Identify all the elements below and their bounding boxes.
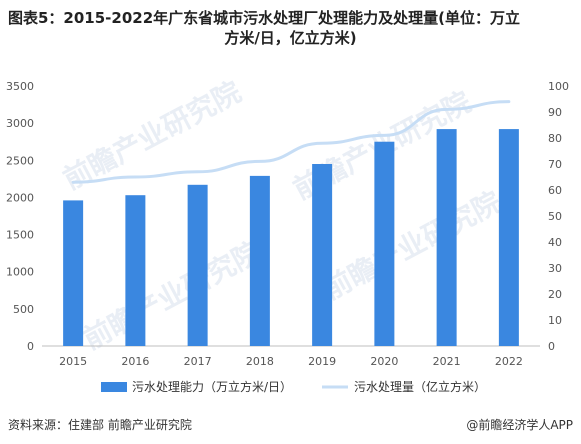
bar-2021 — [436, 129, 457, 346]
bar-2018 — [249, 175, 270, 346]
title-line-2: 方米/日，亿立方米) — [224, 29, 357, 47]
source-note: 资料来源：住建部 前瞻产业研究院 — [8, 418, 192, 432]
y-right-tick-label: 90 — [548, 106, 562, 119]
y-left-tick-label: 2000 — [6, 191, 34, 204]
bar-2015 — [63, 200, 84, 346]
y-right-tick-label: 100 — [548, 80, 569, 93]
y-left-tick-label: 500 — [13, 303, 34, 316]
y-left-tick-label: 3500 — [6, 80, 34, 93]
y-left-tick-label: 2500 — [6, 154, 34, 167]
line-processing-volume — [71, 100, 511, 184]
y-left-tick-label: 1000 — [6, 266, 34, 279]
y-left-tick-label: 0 — [27, 340, 34, 353]
chart-title: 图表5：2015-2022年广东省城市污水处理厂处理能力及处理量(单位：万立 方… — [8, 8, 573, 48]
x-tick-label: 2021 — [433, 355, 461, 368]
x-tick-label: 2018 — [246, 355, 274, 368]
bar-2016 — [125, 195, 146, 346]
y-right-tick-label: 40 — [548, 236, 562, 249]
y-left-tick-label: 3000 — [6, 117, 34, 130]
legend: 污水处理能力（万立方米/日） 污水处理量（亿立方米） — [101, 379, 486, 394]
bar-2020 — [374, 141, 395, 346]
bar-2017 — [187, 184, 208, 346]
legend-label-bar: 污水处理能力（万立方米/日） — [132, 379, 292, 394]
x-tick-label: 2017 — [184, 355, 212, 368]
bar-series — [63, 129, 519, 346]
x-tick-label: 2016 — [121, 355, 149, 368]
x-tick-label: 2019 — [308, 355, 336, 368]
watermark-text: 前瞻产业研究院 — [78, 235, 267, 356]
x-tick-label: 2015 — [59, 355, 87, 368]
x-axis-ticks: 2015 2016 2017 2018 2019 2020 2021 2022 — [59, 355, 523, 368]
y-right-tick-label: 60 — [548, 184, 562, 197]
legend-label-line: 污水处理量（亿立方米） — [354, 379, 486, 394]
x-tick-label: 2022 — [495, 355, 523, 368]
y-left-tick-label: 1500 — [6, 229, 34, 242]
y-right-tick-label: 70 — [548, 158, 562, 171]
watermark-text: 前瞻产业研究院 — [58, 75, 247, 196]
legend-swatch-bar — [101, 382, 127, 392]
x-tick-label: 2020 — [370, 355, 398, 368]
y-right-tick-label: 20 — [548, 288, 562, 301]
y-right-tick-label: 50 — [548, 210, 562, 223]
y-right-tick-label: 30 — [548, 262, 562, 275]
title-line-1: 图表5：2015-2022年广东省城市污水处理厂处理能力及处理量(单位：万立 — [8, 9, 521, 27]
watermark-text: 前瞻产业研究院 — [318, 185, 507, 306]
y-axis-left: 0 500 1000 1500 2000 2500 3000 3500 — [6, 80, 34, 353]
footer: 资料来源：住建部 前瞻产业研究院 @前瞻经济学人APP — [8, 416, 573, 434]
brand-credit: @前瞻经济学人APP — [466, 418, 573, 432]
line-series — [71, 100, 511, 184]
y-right-tick-label: 0 — [548, 340, 555, 353]
y-right-tick-label: 10 — [548, 314, 562, 327]
bar-2019 — [312, 164, 333, 346]
y-right-tick-label: 80 — [548, 132, 562, 145]
y-axis-right: 0 10 20 30 40 50 60 70 80 90 100 — [548, 80, 569, 353]
bar-2022 — [498, 129, 519, 346]
